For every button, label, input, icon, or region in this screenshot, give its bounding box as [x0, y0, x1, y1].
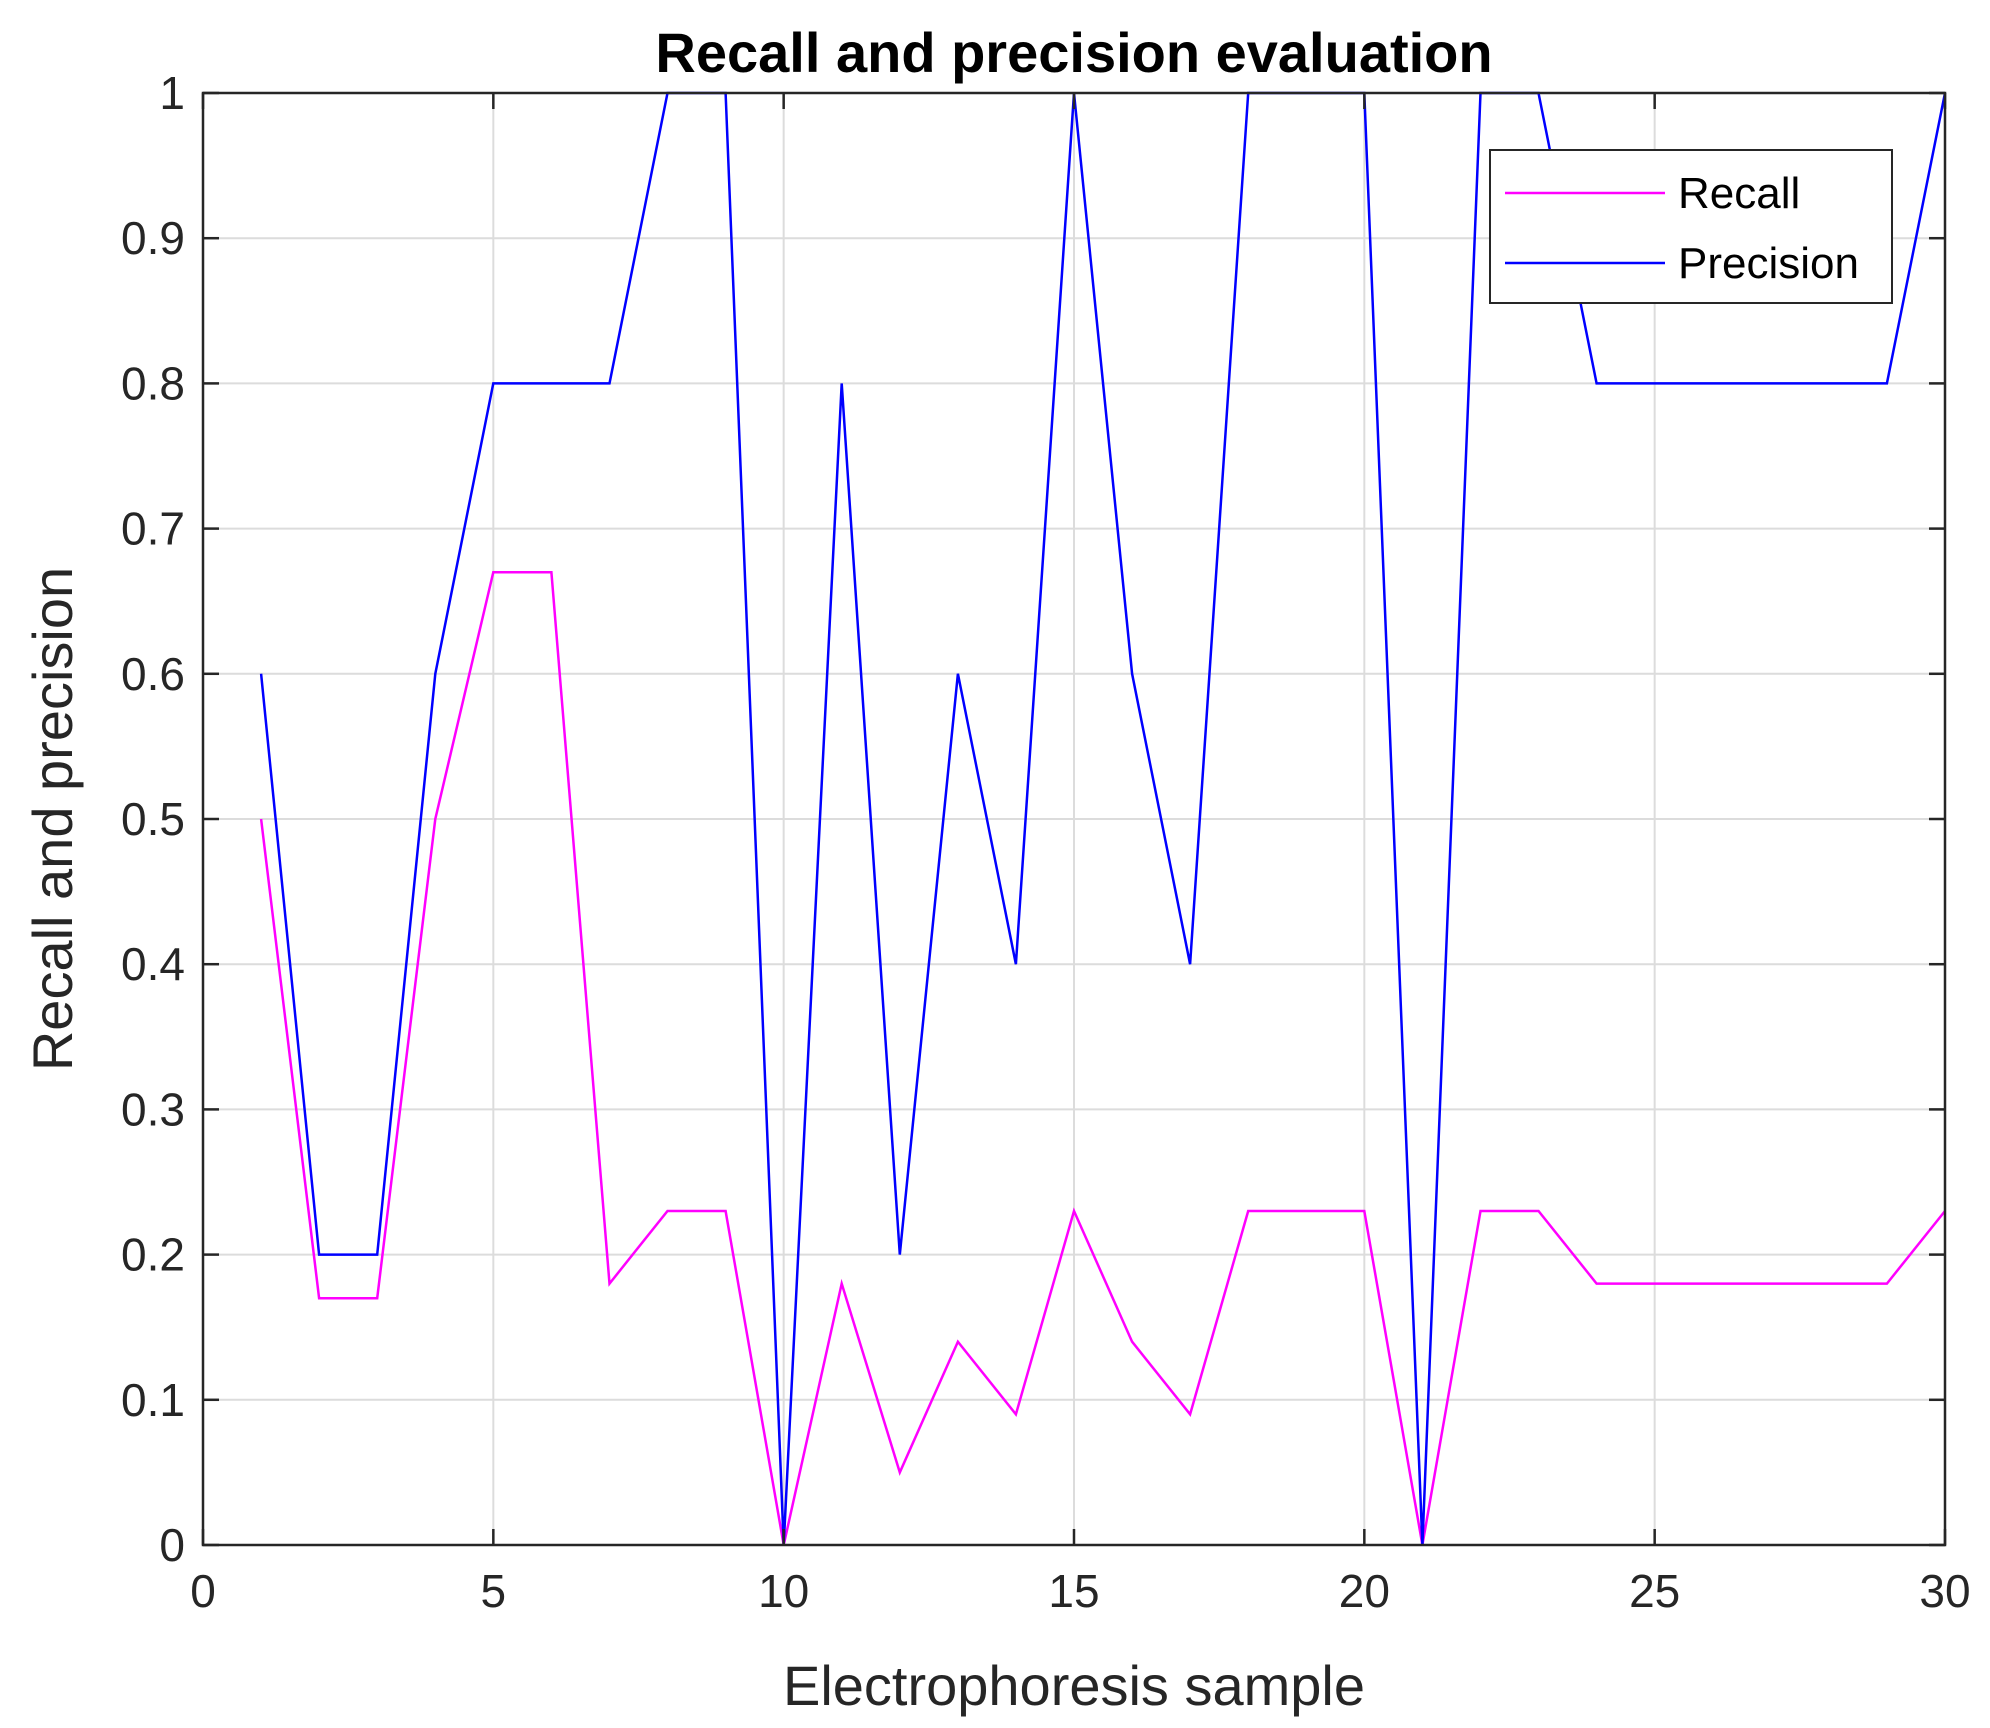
legend-box	[1489, 149, 1893, 304]
y-tick-label: 0.7	[121, 503, 185, 555]
y-tick-label: 0.4	[121, 938, 185, 990]
y-tick-label: 0.5	[121, 793, 185, 845]
x-tick-label: 15	[1048, 1565, 1099, 1617]
x-tick-label: 10	[758, 1565, 809, 1617]
legend-label-precision: Precision	[1678, 239, 1859, 288]
x-axis-label: Electrophoresis sample	[783, 1654, 1365, 1717]
series-line-recall	[259, 570, 1946, 1546]
axis-ticks: 0 5 10 15 20 25 30 0 0.1 0.2 0.3 0.4 0.5 0.6 0.7 0.8 0.9…	[121, 67, 1971, 1617]
y-tick-label: 1	[159, 67, 185, 119]
y-axis-label: Recall and precision	[21, 567, 84, 1071]
x-tick-label: 0	[190, 1565, 216, 1617]
series-lines	[259, 91, 1947, 1546]
y-tick-label: 0.9	[121, 212, 185, 264]
x-tick-label: 25	[1629, 1565, 1680, 1617]
chart-title: Recall and precision evaluation	[655, 21, 1492, 84]
legend-label-recall: Recall	[1678, 169, 1800, 218]
y-tick-label: 0.8	[121, 357, 185, 409]
x-tick-label: 5	[481, 1565, 507, 1617]
y-tick-label: 0.1	[121, 1374, 185, 1426]
y-tick-label: 0	[159, 1519, 185, 1571]
series-line-precision	[259, 91, 1947, 1546]
y-tick-label: 0.2	[121, 1229, 185, 1281]
legend: Recall Precision	[1489, 149, 1893, 304]
y-tick-label: 0.3	[121, 1083, 185, 1135]
x-tick-label: 20	[1339, 1565, 1390, 1617]
y-tick-label: 0.6	[121, 648, 185, 700]
x-tick-label: 30	[1919, 1565, 1970, 1617]
